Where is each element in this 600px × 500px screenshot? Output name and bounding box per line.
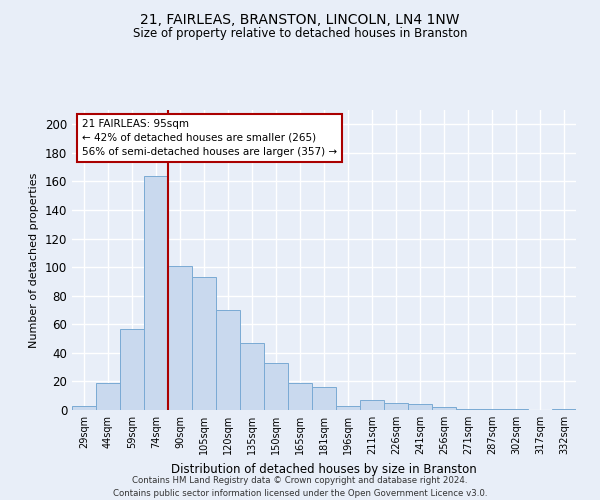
Bar [480, 408, 504, 410]
Text: 21 FAIRLEAS: 95sqm
← 42% of detached houses are smaller (265)
56% of semi-detach: 21 FAIRLEAS: 95sqm ← 42% of detached hou… [82, 119, 337, 157]
Text: Size of property relative to detached houses in Branston: Size of property relative to detached ho… [133, 28, 467, 40]
Bar [456, 408, 480, 410]
Bar [216, 310, 240, 410]
Bar [384, 403, 408, 410]
Bar [168, 266, 192, 410]
Bar [288, 383, 312, 410]
Bar [504, 408, 528, 410]
Bar [360, 400, 384, 410]
Y-axis label: Number of detached properties: Number of detached properties [29, 172, 39, 348]
Bar [72, 406, 96, 410]
Bar [432, 407, 456, 410]
Bar [192, 277, 216, 410]
Bar [240, 343, 264, 410]
Bar [336, 406, 360, 410]
Bar [144, 176, 168, 410]
Bar [312, 387, 336, 410]
Bar [408, 404, 432, 410]
Bar [264, 363, 288, 410]
Text: Contains HM Land Registry data © Crown copyright and database right 2024.
Contai: Contains HM Land Registry data © Crown c… [113, 476, 487, 498]
Bar [120, 328, 144, 410]
X-axis label: Distribution of detached houses by size in Branston: Distribution of detached houses by size … [171, 462, 477, 475]
Bar [96, 383, 120, 410]
Text: 21, FAIRLEAS, BRANSTON, LINCOLN, LN4 1NW: 21, FAIRLEAS, BRANSTON, LINCOLN, LN4 1NW [140, 12, 460, 26]
Bar [552, 408, 576, 410]
